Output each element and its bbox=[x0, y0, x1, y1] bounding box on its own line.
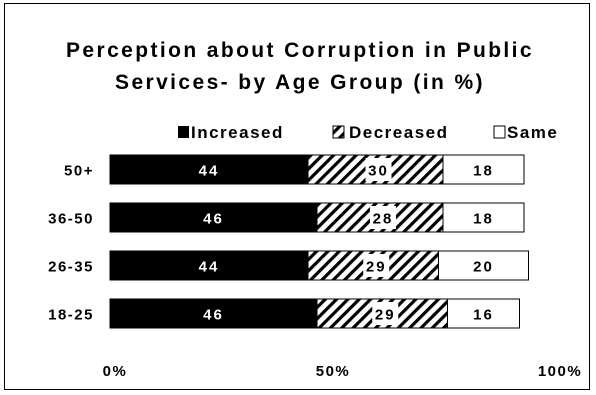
data-label-increased: 46 bbox=[203, 307, 224, 324]
legend-swatch-same bbox=[493, 125, 506, 139]
legend-swatch-increased bbox=[178, 126, 189, 138]
category-label: 50+ bbox=[64, 163, 94, 180]
legend-label-increased: Increased bbox=[191, 123, 284, 142]
x-tick-50: 50% bbox=[316, 363, 351, 380]
bar-same bbox=[442, 202, 525, 233]
legend-label-decreased: Decreased bbox=[349, 123, 449, 142]
data-label-background bbox=[370, 206, 396, 229]
data-label-background bbox=[365, 158, 392, 181]
bar-increased bbox=[109, 154, 309, 185]
bars: 50+ 44 30 18 36-50 46 28 18 26-35 44 29 20 18-25 46 29… bbox=[48, 154, 529, 329]
bar-increased bbox=[109, 298, 318, 329]
bar-same bbox=[442, 154, 525, 185]
bar-increased bbox=[109, 202, 318, 233]
data-label-decreased: 28 bbox=[373, 211, 394, 228]
chart-title-line-2: Services- by Age Group (in %) bbox=[115, 71, 485, 94]
data-label-background bbox=[372, 302, 399, 325]
legend-item-increased: Increased bbox=[178, 123, 284, 142]
category-label: 18-25 bbox=[48, 307, 94, 324]
data-label-decreased: 30 bbox=[368, 163, 389, 180]
data-label-background bbox=[363, 254, 390, 277]
bar-increased bbox=[109, 250, 309, 281]
bar-same bbox=[438, 250, 529, 281]
chart-title-line-1: Perception about Corruption in Public bbox=[66, 39, 534, 62]
data-label-decreased: 29 bbox=[366, 259, 387, 276]
category-label: 36-50 bbox=[48, 211, 94, 228]
legend-item-decreased: Decreased bbox=[332, 123, 449, 142]
data-label-increased: 44 bbox=[199, 163, 220, 180]
data-label-same: 18 bbox=[473, 211, 494, 228]
x-tick-100: 100% bbox=[538, 363, 582, 380]
legend-label-same: Same bbox=[507, 123, 558, 142]
category-label: 26-35 bbox=[48, 259, 94, 276]
legend-swatch-decreased bbox=[332, 125, 345, 139]
legend-item-same: Same bbox=[493, 123, 558, 142]
legend: Increased Decreased Same bbox=[178, 123, 558, 142]
x-tick-0: 0% bbox=[103, 363, 128, 380]
data-label-same: 20 bbox=[473, 259, 494, 276]
data-label-increased: 44 bbox=[199, 259, 220, 276]
data-label-same: 18 bbox=[473, 163, 494, 180]
bar-same bbox=[447, 298, 520, 329]
data-label-same: 16 bbox=[473, 307, 494, 324]
data-label-increased: 46 bbox=[203, 211, 224, 228]
data-label-decreased: 29 bbox=[375, 307, 396, 324]
